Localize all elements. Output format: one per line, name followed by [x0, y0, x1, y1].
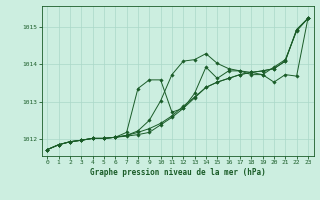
X-axis label: Graphe pression niveau de la mer (hPa): Graphe pression niveau de la mer (hPa): [90, 168, 266, 177]
